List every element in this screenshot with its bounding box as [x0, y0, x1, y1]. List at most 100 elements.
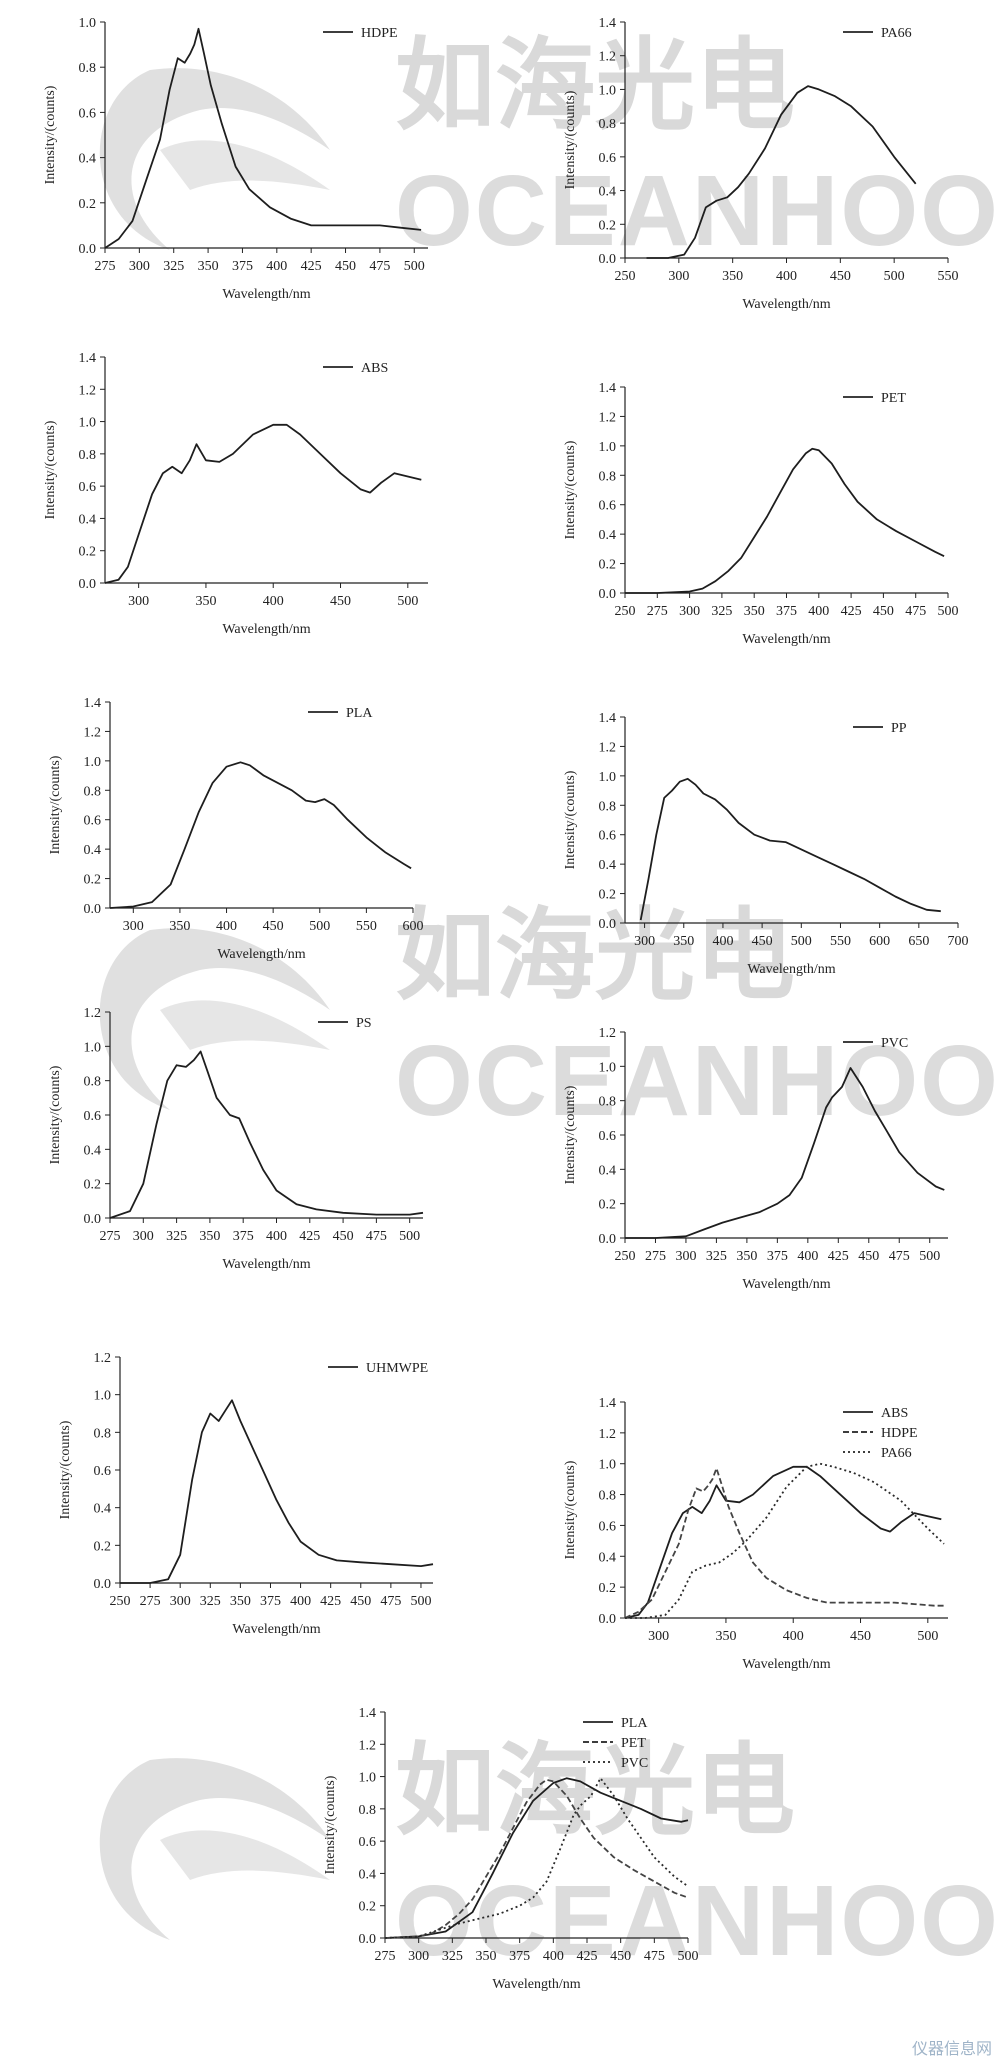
chart-6-y-tick-label: 0.0	[84, 1212, 102, 1227]
chart-3-x-tick-label: 425	[841, 604, 862, 619]
chart-4-y-tick-label: 1.4	[84, 696, 102, 711]
chart-0-x-tick-label: 350	[198, 259, 219, 274]
chart-0-y-tick-label: 0.2	[79, 197, 97, 212]
chart-7-x-tick-label: 325	[706, 1249, 727, 1264]
chart-0-x-tick-label: 400	[266, 259, 287, 274]
chart-panel-pla: 0.0 0.2 0.4 0.6 0.8 1.0 1.2 1.4 300 350 400 450 500 5…	[45, 690, 425, 970]
chart-2-y-tick-label: 0.6	[79, 480, 97, 495]
chart-2-y-tick-label: 0.2	[79, 545, 97, 560]
chart-9-legend-label-abs: ABS	[881, 1406, 908, 1421]
chart-6-y-tick-label: 0.8	[84, 1075, 102, 1090]
chart-0-x-tick-label: 500	[404, 259, 425, 274]
chart-2-y-tick-label: 0.0	[79, 577, 97, 592]
chart-6-y-tick-label: 0.6	[84, 1109, 102, 1124]
chart-5-x-tick-label: 500	[791, 934, 812, 949]
chart-7-x-tick-label: 450	[858, 1249, 879, 1264]
chart-7-y-tick-label: 0.6	[599, 1129, 617, 1144]
chart-0-y-tick-label: 1.0	[79, 16, 97, 31]
chart-0-svg: 0.0 0.2 0.4 0.6 0.8 1.0 275 300 325 350 375 400 425 4…	[43, 16, 428, 302]
chart-0-x-tick-label: 375	[232, 259, 253, 274]
chart-10-y-tick-label: 0.8	[359, 1803, 377, 1818]
chart-8-x-axis-label: Wavelength/nm	[232, 1622, 320, 1637]
chart-5-y-tick-label: 0.6	[599, 829, 617, 844]
chart-10-x-tick-label: 400	[543, 1949, 564, 1964]
chart-3-y-tick-label: 0.4	[599, 528, 617, 543]
chart-9-y-axis-label: Intensity/(counts)	[563, 1460, 578, 1559]
chart-8-y-axis-label: Intensity/(counts)	[58, 1420, 73, 1519]
chart-10-y-axis-label: Intensity/(counts)	[323, 1775, 338, 1874]
chart-5-y-tick-label: 0.0	[599, 917, 617, 932]
chart-1-y-tick-label: 0.4	[599, 185, 617, 200]
chart-0-x-tick-label: 425	[301, 259, 322, 274]
chart-0-y-tick-label: 0.0	[79, 242, 97, 257]
chart-1-x-tick-label: 450	[830, 269, 851, 284]
chart-10-x-tick-label: 350	[476, 1949, 497, 1964]
chart-9-y-tick-label: 0.2	[599, 1581, 617, 1596]
chart-6-x-axis-label: Wavelength/nm	[222, 1257, 310, 1272]
chart-0-x-axis-label: Wavelength/nm	[222, 287, 310, 302]
chart-9-series-pa66-line	[625, 1462, 945, 1619]
chart-9-y-tick-label: 1.0	[599, 1458, 617, 1473]
chart-8-series-uhmwpe-line	[120, 1399, 434, 1584]
chart-3-y-tick-label: 0.6	[599, 499, 617, 514]
chart-8-y-tick-label: 0.2	[94, 1539, 112, 1554]
chart-7-x-tick-label: 500	[919, 1249, 940, 1264]
chart-3-series-pet-line	[625, 447, 945, 594]
chart-8-y-tick-label: 0.0	[94, 1577, 112, 1592]
chart-6-x-tick-label: 325	[166, 1229, 187, 1244]
chart-0-x-tick-label: 475	[369, 259, 390, 274]
chart-9-x-tick-label: 350	[715, 1629, 736, 1644]
chart-4-x-tick-label: 500	[309, 919, 330, 934]
chart-10-y-tick-label: 0.0	[359, 1932, 377, 1947]
chart-10-x-tick-label: 475	[644, 1949, 665, 1964]
chart-5-y-tick-label: 1.4	[599, 711, 617, 726]
chart-0-x-tick-label: 275	[95, 259, 116, 274]
chart-2-y-tick-label: 1.2	[79, 383, 97, 398]
chart-1-y-tick-label: 0.2	[599, 218, 617, 233]
chart-1-y-tick-label: 0.0	[599, 252, 617, 267]
chart-2-x-tick-label: 450	[330, 594, 351, 609]
chart-9-y-tick-label: 0.8	[599, 1489, 617, 1504]
chart-6-x-tick-label: 350	[199, 1229, 220, 1244]
chart-5-x-axis-label: Wavelength/nm	[747, 962, 835, 977]
chart-8-x-tick-label: 300	[170, 1594, 191, 1609]
chart-6-x-tick-label: 300	[133, 1229, 154, 1244]
chart-10-x-tick-label: 500	[678, 1949, 699, 1964]
chart-8-x-tick-label: 375	[260, 1594, 281, 1609]
chart-panel-pp: 0.0 0.2 0.4 0.6 0.8 1.0 1.2 1.4 300 350 400 450 500 5…	[560, 705, 970, 985]
chart-0-x-tick-label: 300	[129, 259, 150, 274]
chart-4-x-tick-label: 450	[263, 919, 284, 934]
chart-8-x-tick-label: 275	[140, 1594, 161, 1609]
chart-7-y-tick-label: 1.2	[599, 1026, 617, 1041]
chart-4-y-tick-label: 0.6	[84, 814, 102, 829]
chart-3-x-tick-label: 350	[744, 604, 765, 619]
chart-2-y-tick-label: 0.8	[79, 448, 97, 463]
chart-7-y-tick-label: 0.8	[599, 1095, 617, 1110]
chart-8-x-tick-label: 425	[320, 1594, 341, 1609]
chart-panel-abs: 0.0 0.2 0.4 0.6 0.8 1.0 1.2 1.4 300 350 400 450 500 W…	[40, 345, 440, 645]
chart-7-y-tick-label: 0.4	[599, 1163, 617, 1178]
chart-1-legend-label-pa66: PA66	[881, 26, 912, 41]
chart-9-x-tick-label: 450	[850, 1629, 871, 1644]
chart-7-y-axis-label: Intensity/(counts)	[563, 1085, 578, 1184]
chart-3-svg: 0.0 0.2 0.4 0.6 0.8 1.0 1.2 1.4 250 275 300 325 350 3…	[563, 381, 959, 647]
chart-10-x-tick-label: 275	[375, 1949, 396, 1964]
chart-3-y-tick-label: 1.2	[599, 410, 617, 425]
chart-5-x-tick-label: 450	[752, 934, 773, 949]
chart-3-y-tick-label: 0.0	[599, 587, 617, 602]
chart-5-svg: 0.0 0.2 0.4 0.6 0.8 1.0 1.2 1.4 300 350 400 450 500 5…	[563, 711, 969, 977]
chart-10-series-pvc-line	[384, 1777, 689, 1939]
chart-8-x-tick-label: 450	[350, 1594, 371, 1609]
chart-1-x-axis-label: Wavelength/nm	[742, 297, 830, 312]
chart-8-x-tick-label: 400	[290, 1594, 311, 1609]
chart-5-x-tick-label: 400	[712, 934, 733, 949]
chart-5-x-tick-label: 650	[908, 934, 929, 949]
chart-6-svg: 0.0 0.2 0.4 0.6 0.8 1.0 1.2 275 300 325 350 375 400 4…	[48, 1006, 424, 1272]
chart-8-y-tick-label: 1.2	[94, 1351, 112, 1366]
chart-1-x-tick-label: 500	[884, 269, 905, 284]
chart-6-y-tick-label: 0.4	[84, 1143, 102, 1158]
chart-9-y-tick-label: 0.0	[599, 1612, 617, 1627]
chart-9-y-tick-label: 0.4	[599, 1550, 617, 1565]
chart-4-y-tick-label: 0.4	[84, 843, 102, 858]
chart-7-y-tick-label: 1.0	[599, 1060, 617, 1075]
